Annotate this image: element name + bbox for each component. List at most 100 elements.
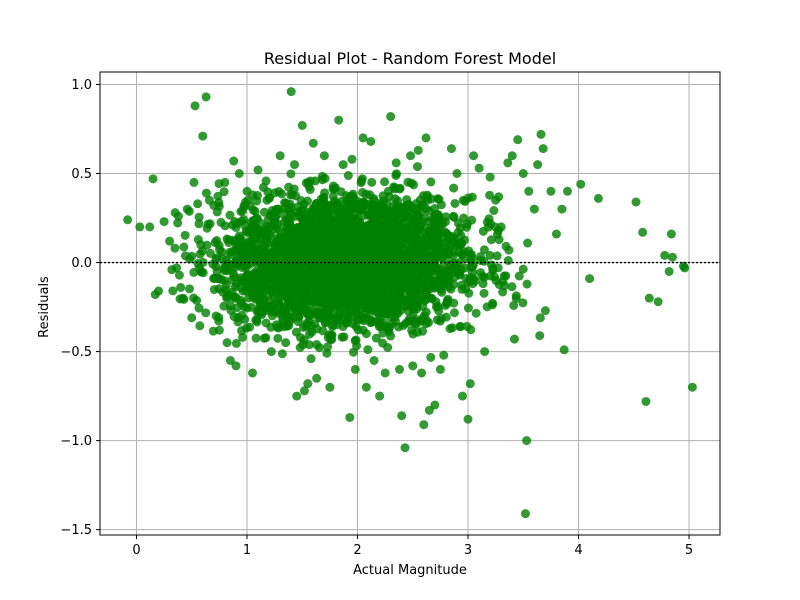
scatter-point bbox=[345, 206, 355, 216]
scatter-point bbox=[279, 210, 289, 220]
scatter-point bbox=[285, 262, 295, 272]
scatter-point bbox=[328, 228, 338, 238]
scatter-point bbox=[380, 368, 390, 378]
scatter-point bbox=[301, 255, 311, 265]
scatter-point bbox=[429, 255, 439, 265]
scatter-point bbox=[253, 165, 263, 175]
scatter-point bbox=[237, 216, 247, 226]
scatter-point bbox=[358, 203, 368, 213]
scatter-point bbox=[421, 133, 431, 143]
scatter-point bbox=[489, 206, 499, 216]
scatter-point bbox=[210, 238, 220, 248]
scatter-point bbox=[442, 299, 452, 309]
scatter-point bbox=[242, 186, 252, 196]
scatter-point bbox=[540, 306, 550, 316]
scatter-point bbox=[262, 238, 272, 248]
scatter-point bbox=[513, 135, 523, 145]
y-tick-label: −1.5 bbox=[60, 523, 92, 538]
scatter-point bbox=[328, 191, 338, 201]
scatter-point bbox=[327, 335, 337, 345]
scatter-point bbox=[291, 231, 301, 241]
scatter-point bbox=[509, 300, 519, 310]
scatter-point bbox=[213, 191, 223, 201]
scatter-point bbox=[393, 236, 403, 246]
scatter-point bbox=[238, 332, 248, 342]
scatter-point bbox=[375, 391, 385, 401]
scatter-point bbox=[198, 131, 208, 141]
scatter-point bbox=[413, 145, 423, 155]
scatter-point bbox=[455, 268, 465, 278]
scatter-point bbox=[449, 298, 459, 308]
scatter-point bbox=[361, 329, 371, 339]
y-axis-label: Residuals bbox=[37, 276, 52, 338]
scatter-point bbox=[449, 280, 459, 290]
scatter-point bbox=[341, 191, 351, 201]
x-tick-label: 2 bbox=[353, 543, 361, 558]
scatter-point bbox=[261, 282, 271, 292]
scatter-point bbox=[312, 253, 322, 263]
scatter-point bbox=[304, 329, 314, 339]
scatter-point bbox=[236, 277, 246, 287]
scatter-point bbox=[562, 186, 572, 196]
scatter-point bbox=[434, 194, 444, 204]
scatter-point bbox=[457, 391, 467, 401]
scatter-point bbox=[462, 219, 472, 229]
scatter-point bbox=[405, 295, 415, 305]
scatter-point bbox=[377, 285, 387, 295]
scatter-point bbox=[448, 238, 458, 248]
scatter-point bbox=[408, 244, 418, 254]
scatter-point bbox=[294, 210, 304, 220]
scatter-point bbox=[378, 338, 388, 348]
scatter-point bbox=[193, 199, 203, 209]
scatter-point bbox=[262, 224, 272, 234]
scatter-point bbox=[283, 319, 293, 329]
scatter-point bbox=[426, 233, 436, 243]
scatter-point bbox=[279, 303, 289, 313]
scatter-point bbox=[483, 222, 493, 232]
scatter-point bbox=[358, 133, 368, 143]
scatter-point bbox=[252, 191, 262, 201]
scatter-point bbox=[173, 211, 183, 221]
scatter-point bbox=[492, 251, 502, 261]
scatter-point bbox=[492, 229, 502, 239]
scatter-point bbox=[225, 355, 235, 365]
scatter-point bbox=[518, 298, 528, 308]
scatter-point bbox=[400, 227, 410, 237]
scatter-point bbox=[248, 368, 258, 378]
scatter-point bbox=[165, 236, 175, 246]
scatter-point bbox=[507, 282, 517, 292]
scatter-point bbox=[201, 92, 211, 102]
scatter-point bbox=[380, 177, 390, 187]
scatter-point bbox=[353, 214, 363, 224]
scatter-point bbox=[258, 182, 268, 192]
scatter-point bbox=[239, 302, 249, 312]
scatter-point bbox=[631, 197, 641, 207]
scatter-point bbox=[292, 281, 302, 291]
scatter-point bbox=[365, 252, 375, 262]
scatter-point bbox=[367, 317, 377, 327]
scatter-point bbox=[518, 169, 528, 179]
scatter-point bbox=[195, 321, 205, 331]
scatter-point bbox=[303, 379, 313, 389]
scatter-point bbox=[653, 297, 663, 307]
scatter-point bbox=[474, 163, 484, 173]
scatter-point bbox=[365, 283, 375, 293]
scatter-point bbox=[270, 213, 280, 223]
scatter-point bbox=[538, 144, 548, 154]
scatter-point bbox=[452, 169, 462, 179]
scatter-point bbox=[509, 334, 519, 344]
scatter-point bbox=[363, 260, 373, 270]
scatter-point bbox=[319, 151, 329, 161]
scatter-point bbox=[342, 318, 352, 328]
scatter-point bbox=[305, 309, 315, 319]
scatter-point bbox=[436, 244, 446, 254]
scatter-point bbox=[297, 247, 307, 257]
x-axis-label: Actual Magnitude bbox=[353, 563, 467, 578]
scatter-point bbox=[680, 263, 690, 273]
scatter-point bbox=[479, 272, 489, 282]
scatter-point bbox=[466, 276, 476, 286]
scatter-point bbox=[337, 253, 347, 263]
x-tick-label: 4 bbox=[574, 543, 582, 558]
scatter-point bbox=[347, 154, 357, 164]
scatter-point bbox=[334, 115, 344, 125]
